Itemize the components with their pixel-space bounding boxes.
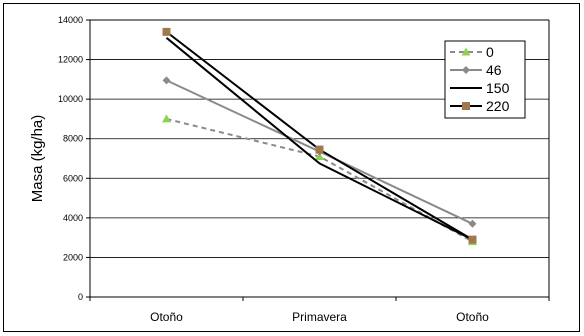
point-0-0 <box>162 114 171 123</box>
x-tick-label-0: Otoño <box>150 310 183 324</box>
series-0 <box>162 114 477 246</box>
legend-label-0: 0 <box>486 44 494 60</box>
point-0-1 <box>315 152 324 161</box>
y-tick-label-4000: 4000 <box>63 213 83 223</box>
legend: 0 46 150 220 <box>444 40 526 119</box>
series-220 <box>162 27 477 244</box>
point-220-2 <box>468 235 477 244</box>
y-tick-label-10000: 10000 <box>58 94 83 104</box>
series-layer <box>162 27 477 246</box>
series-150 <box>165 37 473 241</box>
y-tick-label-14000: 14000 <box>58 15 83 25</box>
legend-entry-46: 46 <box>450 62 502 78</box>
point-46-2 <box>468 219 477 228</box>
axes <box>86 19 550 301</box>
legend-label-46: 46 <box>486 62 502 78</box>
y-tick-label-0: 0 <box>78 292 83 302</box>
point-220-1 <box>315 145 324 154</box>
legend-marker-220 <box>462 102 470 110</box>
x-tick-labels: Otoño Primavera Otoño <box>150 310 489 324</box>
series-line-150 <box>165 37 473 241</box>
legend-marker-0 <box>461 47 471 56</box>
legend-label-220: 220 <box>486 98 510 114</box>
x-tick-label-2: Otoño <box>456 310 489 324</box>
legend-marker-46 <box>462 66 470 74</box>
y-tick-label-8000: 8000 <box>63 134 83 144</box>
series-line-0 <box>166 117 473 243</box>
y-tick-label-6000: 6000 <box>63 173 83 183</box>
y-tick-label-12000: 12000 <box>58 55 83 65</box>
y-axis-title: Masa (kg/ha) <box>29 115 46 203</box>
y-tick-label-2000: 2000 <box>63 252 83 262</box>
series-line-220 <box>165 31 474 241</box>
legend-label-150: 150 <box>486 80 510 96</box>
legend-entry-150: 150 <box>450 80 510 96</box>
x-tick-label-1: Primavera <box>292 310 347 324</box>
point-220-0 <box>162 27 171 36</box>
legend-entry-220: 220 <box>450 98 510 114</box>
legend-entry-0: 0 <box>450 44 494 60</box>
y-tick-labels: 0 2000 4000 6000 8000 10000 12000 14000 <box>58 15 83 302</box>
point-46-0 <box>162 76 171 85</box>
